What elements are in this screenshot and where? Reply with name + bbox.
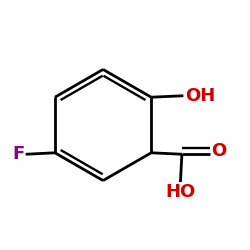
Text: O: O: [211, 142, 226, 160]
Text: HO: HO: [165, 184, 196, 202]
Text: F: F: [12, 145, 24, 163]
Text: OH: OH: [185, 87, 215, 105]
